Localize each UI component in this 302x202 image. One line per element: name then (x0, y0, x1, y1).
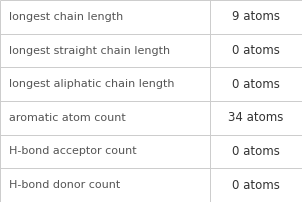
Text: longest aliphatic chain length: longest aliphatic chain length (9, 79, 175, 89)
Text: 34 atoms: 34 atoms (228, 111, 284, 124)
Text: 0 atoms: 0 atoms (232, 179, 280, 192)
Text: 0 atoms: 0 atoms (232, 44, 280, 57)
Text: aromatic atom count: aromatic atom count (9, 113, 126, 123)
Text: 0 atoms: 0 atoms (232, 78, 280, 91)
Text: 9 atoms: 9 atoms (232, 10, 280, 23)
Text: longest chain length: longest chain length (9, 12, 123, 22)
Text: 0 atoms: 0 atoms (232, 145, 280, 158)
Text: longest straight chain length: longest straight chain length (9, 45, 170, 56)
Text: H-bond donor count: H-bond donor count (9, 180, 120, 190)
Text: H-bond acceptor count: H-bond acceptor count (9, 146, 137, 157)
